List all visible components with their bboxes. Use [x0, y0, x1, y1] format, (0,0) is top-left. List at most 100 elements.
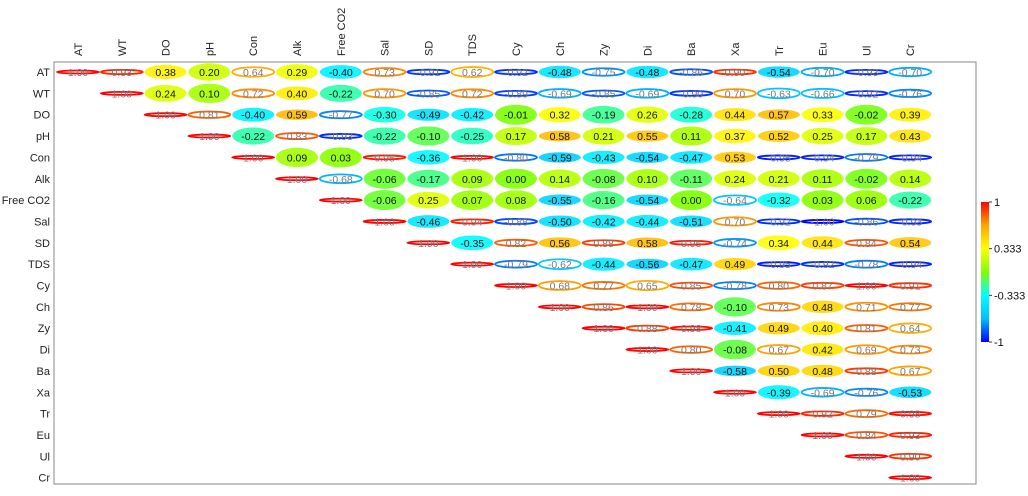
- cell-wt-con: 0.72: [231, 88, 276, 100]
- cell-alk-eu: 0.11: [801, 169, 844, 189]
- cell-value: -0.88: [504, 216, 528, 228]
- cell-cy-di: 0.65: [625, 279, 670, 293]
- cell-at-con: 0.64: [231, 66, 276, 79]
- cell-di-di: 1.00: [625, 345, 670, 357]
- cell-value: 0.07: [462, 195, 483, 207]
- cell-value: 0.38: [155, 67, 176, 79]
- cell-wt-zy: -0.85: [581, 88, 626, 100]
- cell-value: 0.81: [199, 110, 220, 122]
- cell-ellipse: [494, 89, 538, 97]
- cell-tds-cr: -0.94: [888, 259, 933, 271]
- cell-value: 0.48: [812, 366, 833, 378]
- cell-at-alk: 0.29: [276, 64, 318, 80]
- cell-ellipse: [363, 190, 406, 211]
- cell-ellipse: [626, 237, 669, 249]
- cell-value: 0.83: [287, 131, 308, 143]
- cell-value: -0.74: [723, 238, 747, 250]
- cell-ellipse: [757, 109, 800, 121]
- cell-ellipse: [888, 344, 933, 355]
- cell-ellipse: [625, 324, 670, 332]
- row-label-ul: Ul: [40, 451, 50, 463]
- cell-value: 0.29: [287, 67, 308, 79]
- cell-ellipse: [670, 151, 713, 164]
- cell-ellipse: [800, 432, 845, 438]
- cell-value: 1.00: [374, 216, 395, 228]
- cell-value: -0.50: [548, 216, 572, 228]
- cell-ellipse: [188, 63, 231, 81]
- cell-wt-ch: -0.69: [537, 88, 582, 100]
- cell-xa-tr: -0.39: [757, 385, 800, 399]
- cell-ellipse: [670, 106, 713, 123]
- cell-ellipse: [626, 65, 669, 79]
- cell-value: -0.43: [592, 152, 616, 164]
- cell-ellipse: [363, 106, 406, 123]
- cell-free-co2-tr: -0.32: [757, 192, 800, 208]
- cell-ellipse: [537, 304, 582, 310]
- cell-ellipse: [450, 88, 495, 99]
- cell-at-at: 1.00: [56, 67, 100, 79]
- cell-ellipse: [143, 112, 188, 118]
- cell-value: 0.34: [769, 238, 790, 250]
- cell-ellipse: [844, 367, 889, 375]
- cell-value: -0.94: [898, 259, 922, 271]
- cell-sal-sd: -0.46: [407, 215, 450, 228]
- cell-value: -0.68: [329, 174, 353, 186]
- cell-value: -0.25: [460, 131, 484, 143]
- row-label-cy: Cy: [37, 281, 51, 293]
- cell-ellipse: [495, 104, 537, 125]
- cell-ellipse: [363, 168, 406, 189]
- cell-ellipse: [801, 364, 844, 378]
- cell-at-xa: 0.90: [713, 67, 757, 79]
- cell-con-eu: -0.94: [800, 152, 845, 164]
- cell-ph-tr: 0.52: [757, 130, 800, 143]
- cell-ch-xa: -0.10: [714, 297, 756, 317]
- cell-value: -0.51: [679, 216, 703, 228]
- cell-value: -0.19: [592, 110, 616, 122]
- cell-sal-tr: -0.92: [756, 216, 801, 228]
- cell-value: 0.42: [812, 345, 833, 357]
- cell-ch-ba: 0.78: [669, 302, 714, 314]
- cell-ch-tr: 0.73: [756, 302, 801, 314]
- cell-sal-ba: -0.51: [670, 215, 713, 228]
- cell-con-sal: 0.95: [362, 152, 407, 164]
- cell-at-cy: -0.92: [494, 67, 538, 79]
- cell-do-sal: -0.30: [363, 106, 406, 123]
- cell-tds-ch: -0.62: [537, 258, 582, 271]
- cell-value: -0.75: [592, 67, 616, 79]
- cell-value: 0.44: [812, 238, 833, 250]
- cell-ellipse: [670, 257, 713, 271]
- cell-value: 0.92: [812, 409, 833, 421]
- cell-ellipse: [670, 215, 713, 228]
- cell-value: 0.58: [637, 238, 658, 250]
- cell-alk-cr: 0.14: [889, 169, 932, 188]
- col-label-zy: Zy: [599, 43, 611, 56]
- cell-ellipse: [625, 279, 670, 292]
- cell-value: 1.00: [593, 323, 614, 335]
- row-label-sal: Sal: [34, 216, 50, 228]
- cell-ba-eu: 0.48: [801, 364, 844, 378]
- cell-value: 1.00: [856, 451, 877, 463]
- cell-value: -0.76: [854, 387, 878, 399]
- cell-ellipse: [275, 176, 319, 182]
- cell-ellipse: [319, 84, 362, 102]
- cell-ellipse: [844, 301, 889, 312]
- cell-ellipse: [450, 261, 495, 267]
- cell-zy-eu: 0.40: [801, 321, 844, 335]
- cells: 1.00 0.93 0.38 0.20 0.64 0.29 -0.40 0.73 -0.91 0.…: [56, 63, 933, 485]
- cell-value: -0.22: [241, 131, 265, 143]
- cell-ellipse: [318, 110, 363, 120]
- cell-value: 1.00: [287, 174, 308, 186]
- cell-cy-cy: 1.00: [494, 281, 538, 293]
- cell-di-cr: 0.73: [888, 344, 933, 357]
- cell-ellipse: [800, 154, 845, 161]
- cell-value: -0.94: [898, 152, 922, 164]
- cell-ellipse: [494, 217, 538, 225]
- cell-ellipse: [407, 126, 450, 146]
- col-label-ul: Ul: [861, 46, 873, 56]
- row-label-xa: Xa: [37, 387, 51, 399]
- cell-con-free-co2: 0.03: [319, 147, 362, 168]
- cell-value: 0.49: [769, 323, 790, 335]
- cell-do-xa: 0.44: [714, 108, 756, 122]
- cell-ellipse: [232, 127, 275, 145]
- cell-do-eu: 0.33: [801, 107, 844, 123]
